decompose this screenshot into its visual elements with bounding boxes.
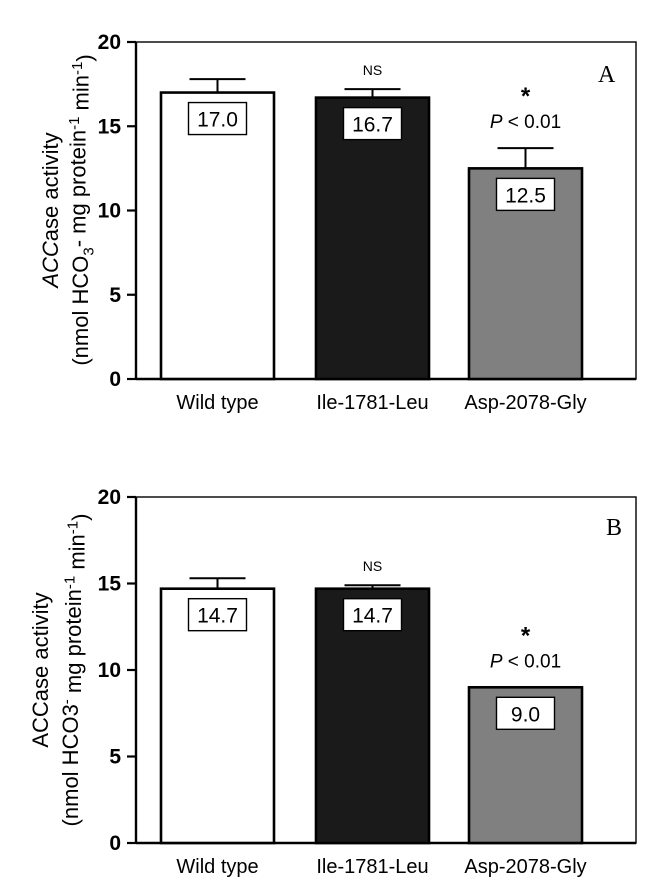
value-label-box xyxy=(342,106,403,141)
bar-group: 14.7 xyxy=(314,584,431,845)
value-label: 9.0 xyxy=(511,703,540,726)
p-value-label: P < 0.01 xyxy=(490,651,561,672)
significance-star: * xyxy=(521,83,531,110)
value-label-box xyxy=(342,597,403,632)
bar-group: 9.0 xyxy=(467,685,584,845)
p-value-label: P < 0.01 xyxy=(490,112,561,133)
value-label: 17.0 xyxy=(197,109,238,132)
bar-group: 12.5 xyxy=(467,147,584,381)
bar-group: 14.7 xyxy=(159,577,276,845)
category-label: Ile-1781-Leu xyxy=(316,856,428,878)
value-label: 12.5 xyxy=(505,184,546,207)
category-label: Asp-2078-Gly xyxy=(464,392,586,414)
chart-panel-A: 0 5 10 15 20 ACCase activity(nmol HCO3- mg pr… xyxy=(38,31,637,414)
bar xyxy=(314,96,431,381)
y-tick-label: 5 xyxy=(109,746,121,769)
value-label: 16.7 xyxy=(352,114,393,137)
bar-group: 17.0 xyxy=(159,78,276,381)
y-tick-label: 10 xyxy=(98,659,121,682)
significance-star: * xyxy=(521,622,531,649)
value-label-box xyxy=(187,597,248,632)
y-tick-label: 15 xyxy=(98,573,122,596)
value-label: 14.7 xyxy=(352,605,393,628)
panel-label: A xyxy=(598,62,616,88)
y-tick-label: 0 xyxy=(109,368,121,391)
value-label-box xyxy=(495,177,556,212)
value-label-box xyxy=(187,101,248,136)
y-tick-label: 15 xyxy=(98,115,122,138)
chart-panel-B: 0 5 10 15 20 ACCase activity(nmol HCO3- mg pr… xyxy=(28,486,637,878)
value-label-box xyxy=(495,696,556,730)
y-tick-label: 0 xyxy=(109,832,121,855)
y-axis-label-units: (nmol HCO3- mg protein-1 min-1) xyxy=(58,514,92,827)
significance-label: NS xyxy=(363,558,382,574)
y-tick-label: 20 xyxy=(98,486,121,509)
bar xyxy=(159,91,276,381)
y-tick-label: 10 xyxy=(98,200,121,223)
y-axis-label: ACCase activity xyxy=(38,132,63,289)
y-tick-label: 5 xyxy=(109,284,121,307)
y-tick-label: 20 xyxy=(98,31,121,54)
category-label: Wild type xyxy=(176,392,258,414)
y-axis-label-units: (nmol HCO3- mg protein-1 min-1) xyxy=(66,54,98,365)
significance-label: NS xyxy=(363,62,382,78)
category-label: Ile-1781-Leu xyxy=(316,392,428,414)
value-label: 14.7 xyxy=(197,605,238,628)
y-axis-label: ACCase activity xyxy=(28,592,53,747)
category-label: Wild type xyxy=(176,856,258,878)
panel-label: B xyxy=(606,515,622,541)
category-label: Asp-2078-Gly xyxy=(464,856,586,878)
bar-group: 16.7 xyxy=(314,88,431,381)
